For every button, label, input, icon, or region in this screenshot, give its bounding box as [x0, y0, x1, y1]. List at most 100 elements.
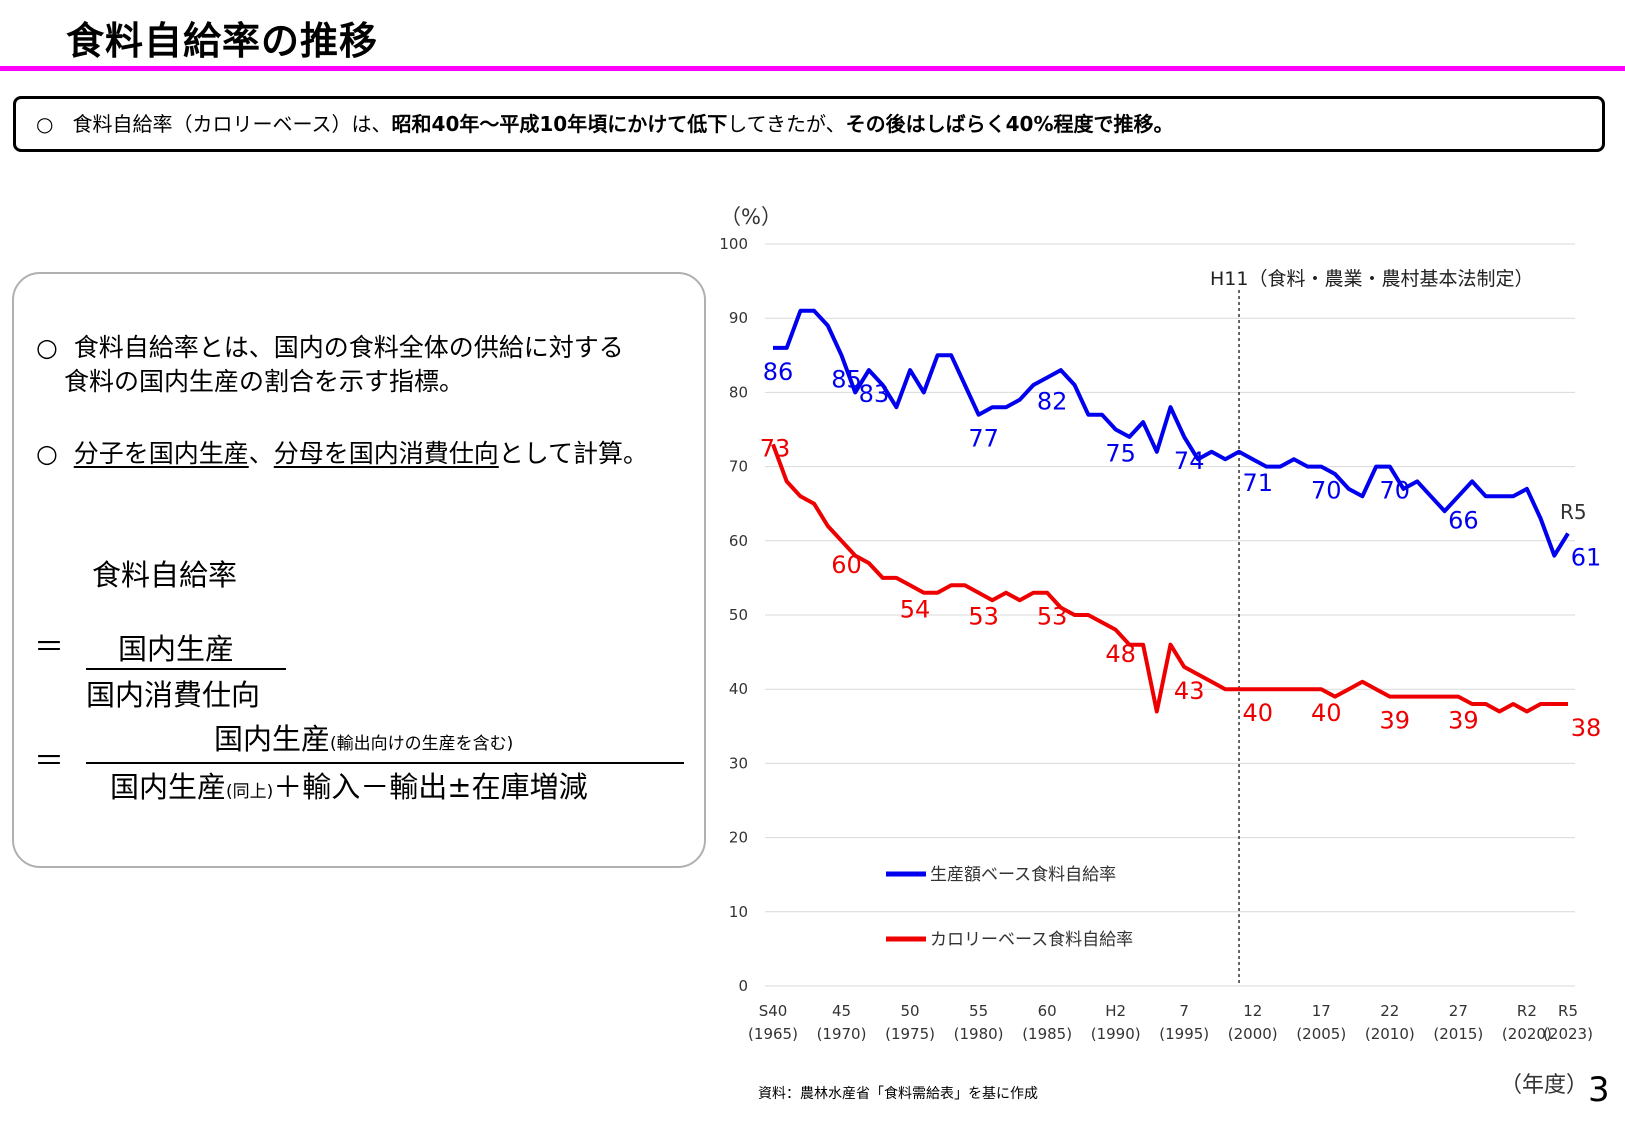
x-tick-year-2005: (2005) — [1296, 1025, 1346, 1043]
fraction-bar-1 — [86, 668, 286, 670]
x-tick-year-2020: (2020) — [1502, 1025, 1552, 1043]
y-tick-label-90: 90 — [729, 309, 748, 327]
formula-2-denominator: 国内生産(同上)＋輸入－輸出±在庫増減 — [110, 764, 588, 806]
x-tick-year-1985: (1985) — [1022, 1025, 1072, 1043]
x-tick-label-2000: 12 — [1243, 1002, 1262, 1020]
summary-emphasis-1: 昭和40年～平成10年頃にかけて低下 — [391, 112, 728, 136]
definition-text-1: 食料自給率とは、国内の食料全体の供給に対する — [73, 333, 624, 362]
x-tick-label-2005: 17 — [1312, 1002, 1331, 1020]
data-label-0-2023: 61 — [1571, 543, 1602, 571]
definition-line-2: 食料の国内生産の割合を示す指標。 — [64, 367, 465, 396]
data-label-0-1995: 74 — [1174, 447, 1205, 475]
data-label-1-2005: 40 — [1311, 699, 1342, 727]
y-tick-label-0: 0 — [738, 977, 748, 995]
data-label-0-1970: 85 — [831, 365, 862, 393]
title-underline — [0, 66, 1625, 71]
data-label-0-2010: 70 — [1380, 477, 1411, 505]
data-label-1-2010: 39 — [1380, 707, 1411, 735]
y-tick-label-60: 60 — [729, 532, 748, 550]
equals-sign-1: ＝ — [34, 630, 64, 665]
definition-bullet-2: ○ — [36, 439, 58, 468]
source-note: 資料：農林水産省「食料需給表」を基に作成 — [758, 1086, 1038, 1102]
x-tick-year-1975: (1975) — [885, 1025, 935, 1043]
summary-text-2: してきたが、 — [727, 112, 846, 136]
definition-bullet-1: ○ — [36, 333, 58, 362]
fraction-bar-2 — [86, 762, 684, 764]
x-tick-year-1995: (1995) — [1159, 1025, 1209, 1043]
x-tick-label-1995: 7 — [1179, 1002, 1189, 1020]
page-title: 食料自給率の推移 — [66, 19, 379, 63]
y-axis-unit: （%） — [720, 205, 782, 229]
data-label-0-1972: 83 — [859, 380, 890, 408]
summary-text-1: 食料自給率（カロリーベース）は、 — [72, 112, 392, 136]
summary-box: ○ 食料自給率（カロリーベース）は、昭和40年～平成10年頃にかけて低下してきた… — [13, 96, 1605, 152]
x-tick-label-2020: R2 — [1517, 1002, 1537, 1020]
y-tick-label-30: 30 — [729, 754, 748, 772]
y-tick-label-40: 40 — [729, 680, 748, 698]
x-tick-label-1985: 60 — [1038, 1002, 1057, 1020]
formula-2-numerator: 国内生産(輸出向けの生産を含む) — [214, 716, 513, 758]
series-line-0 — [773, 308, 1570, 558]
data-label-0-2015: 66 — [1448, 506, 1479, 534]
x-axis-unit: （年度） — [1500, 1073, 1588, 1098]
data-label-0-1965: 86 — [763, 358, 794, 386]
x-tick-label-2023: R5 — [1558, 1002, 1578, 1020]
data-label-0-1980: 77 — [968, 425, 999, 453]
data-label-1-1970: 60 — [831, 551, 862, 579]
r5-annotation: R5 — [1560, 500, 1587, 524]
x-tick-year-1980: (1980) — [954, 1025, 1004, 1043]
x-tick-label-2015: 27 — [1449, 1002, 1468, 1020]
equals-sign-2: ＝ — [34, 744, 64, 779]
x-tick-label-2010: 22 — [1380, 1002, 1399, 1020]
data-label-1-1975: 54 — [900, 595, 931, 623]
data-label-0-2000: 71 — [1242, 469, 1273, 497]
data-label-1-2015: 39 — [1448, 707, 1479, 735]
formula-label: 食料自給率 — [92, 558, 238, 592]
data-label-1-2023: 38 — [1571, 714, 1602, 742]
data-label-1-2000: 40 — [1242, 699, 1273, 727]
data-label-1-1995: 43 — [1174, 677, 1205, 705]
data-label-1-1985: 53 — [1037, 603, 1068, 631]
definition-panel: ○ 食料自給率とは、国内の食料全体の供給に対する 食料の国内生産の割合を示す指標… — [12, 272, 706, 868]
data-label-0-2005: 70 — [1311, 477, 1342, 505]
x-tick-label-1970: 45 — [832, 1002, 851, 1020]
summary-bullet: ○ — [36, 112, 54, 136]
data-label-1-1980: 53 — [968, 603, 999, 631]
page-number: 3 — [1588, 1070, 1610, 1110]
definition-comma: 、 — [248, 439, 274, 468]
legend-label-production: 生産額ベース食料自給率 — [930, 865, 1116, 885]
formula-2-denominator-note: (同上) — [226, 782, 274, 802]
y-tick-label-100: 100 — [719, 235, 748, 253]
formula-2-denominator-text-b: ＋輸入－輸出±在庫増減 — [273, 770, 588, 804]
x-tick-year-2015: (2015) — [1433, 1025, 1483, 1043]
formula-2-denominator-text-a: 国内生産 — [110, 770, 227, 804]
x-tick-year-2010: (2010) — [1365, 1025, 1415, 1043]
formula-2-numerator-text: 国内生産 — [214, 722, 331, 756]
formula-2-numerator-note: (輸出向けの生産を含む) — [330, 734, 514, 754]
data-label-0-1985: 82 — [1037, 388, 1068, 416]
definition-tail: として計算。 — [498, 439, 649, 468]
x-tick-year-2000: (2000) — [1228, 1025, 1278, 1043]
formula-1-denominator: 国内消費仕向 — [86, 678, 261, 712]
series-line-1 — [771, 443, 1568, 714]
denominator-note: 分母を国内消費仕向 — [273, 439, 499, 468]
data-label-1-1990: 48 — [1105, 640, 1136, 668]
y-tick-label-80: 80 — [729, 383, 748, 401]
x-tick-label-1965: S40 — [759, 1002, 788, 1020]
legend: 生産額ベース食料自給率 カロリーベース食料自給率 — [886, 865, 1133, 950]
h11-annotation: H11（食料・農業・農村基本法制定） — [1210, 268, 1533, 290]
x-tick-label-1980: 55 — [969, 1002, 988, 1020]
x-tick-label-1975: 50 — [901, 1002, 920, 1020]
y-tick-label-10: 10 — [729, 903, 748, 921]
x-tick-year-1965: (1965) — [748, 1025, 798, 1043]
data-label-0-1990: 75 — [1105, 440, 1136, 468]
x-tick-year-1970: (1970) — [817, 1025, 867, 1043]
y-tick-label-50: 50 — [729, 606, 748, 624]
data-label-1-1965: 73 — [760, 434, 791, 462]
formula-1-numerator: 国内生産 — [118, 632, 235, 666]
y-tick-label-20: 20 — [729, 829, 748, 847]
y-tick-label-70: 70 — [729, 458, 748, 476]
x-tick-year-2023: (2023) — [1543, 1025, 1593, 1043]
x-tick-label-1990: H2 — [1105, 1002, 1126, 1020]
